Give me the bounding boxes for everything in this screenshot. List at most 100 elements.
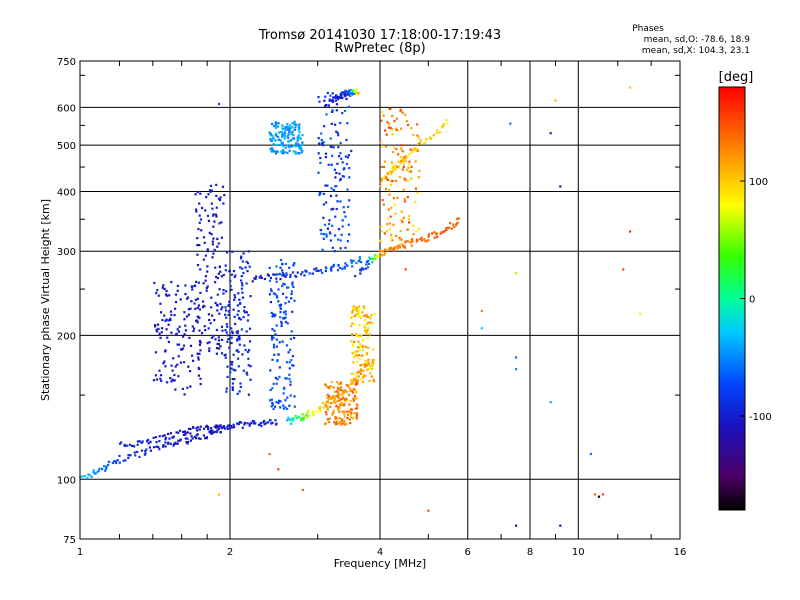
data-point bbox=[342, 168, 345, 171]
data-point bbox=[419, 238, 422, 241]
data-point bbox=[239, 385, 242, 389]
data-point bbox=[337, 382, 340, 386]
data-point bbox=[257, 423, 261, 426]
data-point bbox=[425, 138, 428, 141]
data-point bbox=[361, 363, 365, 366]
data-point bbox=[334, 390, 337, 393]
data-point bbox=[335, 130, 338, 133]
data-point bbox=[192, 426, 195, 429]
data-point bbox=[275, 280, 278, 283]
data-point bbox=[279, 266, 282, 269]
data-point bbox=[164, 445, 167, 448]
data-point bbox=[232, 308, 235, 311]
data-point bbox=[118, 461, 121, 464]
data-point bbox=[639, 312, 642, 315]
data-point bbox=[279, 307, 282, 310]
data-point bbox=[218, 288, 221, 291]
data-point bbox=[322, 237, 325, 240]
data-point bbox=[410, 127, 413, 130]
data-point bbox=[356, 414, 359, 417]
data-point bbox=[275, 345, 278, 348]
data-point bbox=[218, 198, 222, 202]
data-point bbox=[414, 187, 418, 190]
data-point bbox=[407, 218, 410, 221]
data-point bbox=[182, 430, 185, 433]
data-point bbox=[287, 146, 291, 149]
data-point bbox=[238, 390, 241, 393]
data-point bbox=[290, 290, 293, 293]
data-point bbox=[354, 306, 357, 309]
data-point bbox=[111, 461, 114, 465]
data-point bbox=[359, 372, 363, 375]
data-point bbox=[170, 380, 173, 383]
data-point bbox=[159, 374, 163, 377]
data-point bbox=[284, 126, 287, 129]
data-point bbox=[334, 422, 337, 425]
data-point bbox=[269, 147, 272, 150]
data-point bbox=[157, 294, 160, 297]
data-point bbox=[357, 260, 360, 263]
data-point bbox=[292, 150, 295, 153]
data-point bbox=[300, 419, 303, 422]
data-point bbox=[348, 89, 351, 92]
data-point bbox=[388, 122, 391, 126]
data-point bbox=[339, 200, 342, 203]
data-point bbox=[323, 125, 326, 128]
data-point bbox=[350, 316, 353, 319]
data-point bbox=[356, 379, 360, 382]
data-point bbox=[382, 176, 385, 179]
data-point bbox=[296, 416, 299, 420]
data-point bbox=[368, 379, 371, 382]
data-point bbox=[330, 187, 333, 190]
data-point bbox=[214, 266, 217, 269]
data-point bbox=[324, 152, 328, 155]
data-point bbox=[352, 361, 355, 364]
data-point bbox=[248, 265, 251, 268]
data-point bbox=[275, 401, 278, 404]
data-point bbox=[207, 193, 210, 196]
data-point bbox=[268, 452, 271, 456]
data-point bbox=[152, 436, 155, 439]
data-point bbox=[289, 394, 292, 397]
data-point bbox=[159, 377, 162, 380]
data-point bbox=[275, 422, 278, 425]
data-point bbox=[271, 403, 274, 406]
data-point bbox=[281, 262, 284, 265]
data-point bbox=[204, 279, 207, 282]
data-point bbox=[325, 113, 328, 116]
data-point bbox=[275, 324, 278, 327]
data-point bbox=[321, 248, 324, 251]
data-point bbox=[222, 289, 225, 292]
data-point bbox=[360, 369, 363, 372]
data-point bbox=[210, 336, 214, 339]
data-point bbox=[174, 365, 177, 368]
data-point bbox=[329, 396, 332, 400]
data-point bbox=[399, 109, 402, 113]
data-point bbox=[216, 237, 219, 240]
data-point bbox=[216, 342, 219, 345]
data-point bbox=[190, 435, 193, 438]
data-point bbox=[338, 172, 341, 175]
data-point bbox=[397, 153, 400, 156]
data-point bbox=[164, 293, 168, 296]
data-point bbox=[351, 311, 354, 314]
data-point bbox=[329, 194, 333, 198]
data-point bbox=[238, 343, 241, 346]
data-point bbox=[157, 327, 160, 330]
data-point bbox=[398, 238, 401, 241]
data-point bbox=[345, 93, 348, 96]
data-point bbox=[273, 405, 277, 408]
data-point bbox=[90, 475, 93, 478]
data-point bbox=[270, 336, 273, 339]
data-point bbox=[222, 273, 225, 277]
data-point bbox=[346, 93, 350, 96]
data-point bbox=[270, 288, 273, 291]
data-point bbox=[272, 407, 275, 411]
data-point bbox=[398, 245, 402, 248]
data-point bbox=[364, 359, 367, 362]
data-point bbox=[236, 338, 239, 341]
data-point bbox=[337, 134, 340, 137]
data-point bbox=[184, 329, 187, 332]
data-point bbox=[228, 346, 231, 349]
data-point bbox=[173, 373, 176, 377]
